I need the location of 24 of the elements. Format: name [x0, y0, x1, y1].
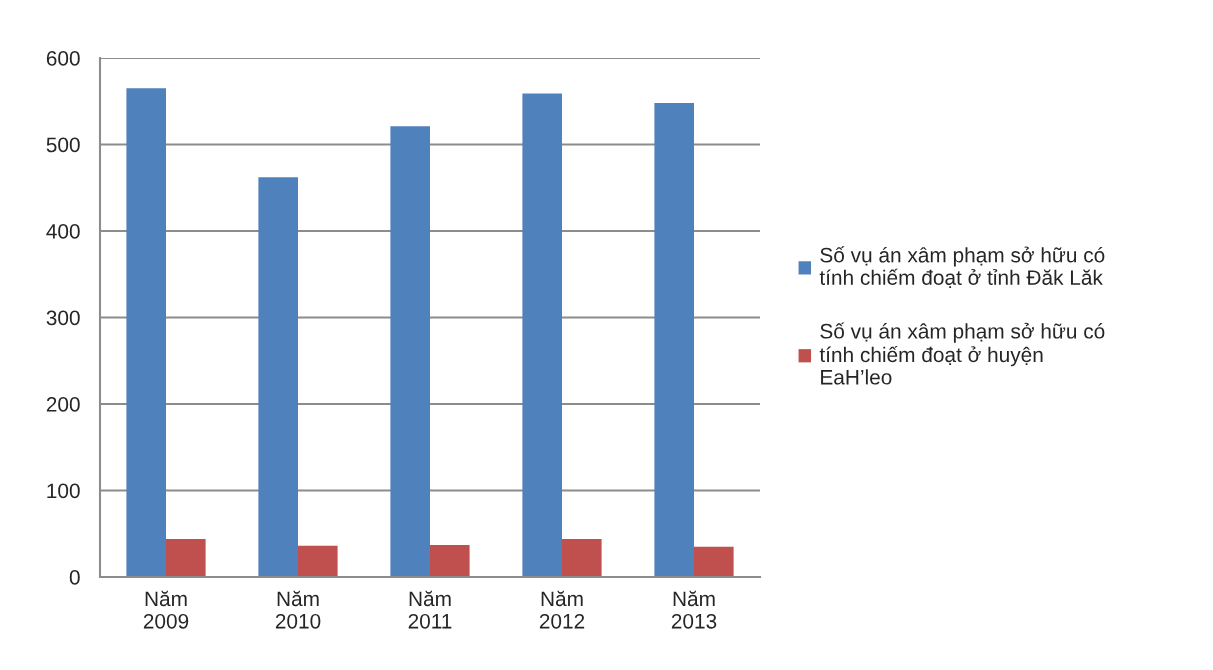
bar	[166, 538, 206, 577]
bar	[562, 538, 602, 577]
x-tick-label: Năm 2010	[275, 590, 321, 629]
legend-label: Số vụ án xâm phạm sở hữu có tính chiếm đoạt ở huyện EaH’leo	[819, 322, 1105, 385]
y-tick-label: 600	[46, 51, 80, 66]
y-tick-label: 100	[47, 483, 80, 499]
bar	[258, 177, 298, 577]
bar	[390, 126, 430, 577]
y-tick-label: 300	[46, 310, 80, 326]
bar	[522, 93, 562, 577]
bar	[694, 546, 734, 577]
bar	[430, 545, 470, 577]
legend-label: Số vụ án xâm phạm sở hữu có tính chiếm đoạt ở tỉnh Đăk Lăk	[819, 246, 1105, 288]
x-tick-label: Năm 2011	[408, 590, 452, 629]
x-tick-label: Năm 2012	[539, 590, 585, 629]
bar	[654, 102, 694, 577]
x-tick-label: Năm 2013	[671, 590, 717, 629]
x-tick-label: Năm 2009	[143, 590, 189, 629]
y-tick-label: 0	[69, 570, 80, 585]
y-tick-label: 500	[46, 137, 80, 153]
y-tick-label: 200	[46, 397, 80, 412]
y-tick-label: 400	[46, 224, 80, 239]
bar	[126, 88, 166, 577]
bar	[298, 545, 338, 577]
